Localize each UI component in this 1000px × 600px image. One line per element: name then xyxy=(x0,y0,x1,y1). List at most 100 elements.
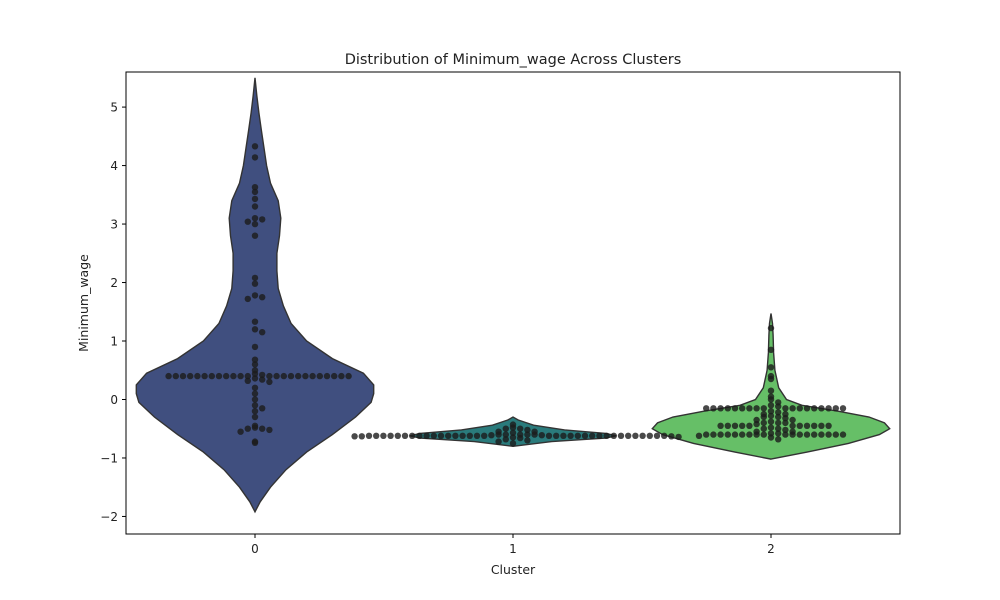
data-point xyxy=(251,215,259,222)
data-point xyxy=(473,432,481,439)
data-point xyxy=(517,434,524,442)
y-axis-ticks: −2 −1 0 1 2 3 4 5 xyxy=(100,101,126,524)
data-point xyxy=(509,429,517,436)
data-point xyxy=(767,375,775,383)
data-point xyxy=(244,218,251,225)
data-point xyxy=(675,433,682,441)
data-point xyxy=(818,431,825,438)
data-point xyxy=(201,372,208,380)
data-point xyxy=(365,432,373,439)
y-tick-label: 2 xyxy=(110,276,118,290)
data-point xyxy=(625,432,632,439)
y-tick-label: −1 xyxy=(100,451,118,465)
data-point xyxy=(251,318,259,325)
data-point xyxy=(338,372,345,380)
data-point xyxy=(251,274,259,282)
data-point xyxy=(832,431,839,438)
data-point xyxy=(287,372,295,380)
data-point xyxy=(668,433,675,440)
data-point xyxy=(251,188,259,196)
data-point xyxy=(259,425,266,432)
data-point xyxy=(187,372,194,380)
y-tick-label: 4 xyxy=(110,159,118,173)
data-point xyxy=(251,326,259,333)
data-point xyxy=(259,294,266,301)
data-point xyxy=(832,405,839,412)
data-point xyxy=(266,378,273,386)
data-point xyxy=(251,232,259,239)
data-point xyxy=(753,420,760,428)
data-point xyxy=(661,432,668,439)
data-point xyxy=(703,405,710,412)
data-point xyxy=(502,436,509,443)
data-point xyxy=(796,431,803,438)
data-point xyxy=(416,432,423,439)
data-point xyxy=(717,422,724,429)
data-point xyxy=(251,384,259,391)
data-point xyxy=(251,343,259,351)
data-point xyxy=(767,324,775,332)
data-point xyxy=(767,364,775,371)
data-point xyxy=(237,428,244,435)
data-point xyxy=(753,405,760,412)
data-point xyxy=(316,372,323,380)
data-point xyxy=(531,431,538,438)
data-point xyxy=(803,405,811,412)
data-point xyxy=(839,431,847,438)
data-point xyxy=(208,372,215,380)
data-point xyxy=(782,419,789,427)
data-point xyxy=(767,408,775,415)
data-point xyxy=(165,372,172,380)
data-point xyxy=(259,216,266,223)
data-point xyxy=(596,432,603,439)
data-point xyxy=(445,432,452,439)
data-point xyxy=(574,432,581,439)
data-point xyxy=(251,220,259,228)
data-point xyxy=(524,426,531,434)
data-point xyxy=(760,405,767,412)
data-point xyxy=(724,431,731,438)
data-point xyxy=(818,422,825,429)
data-point xyxy=(179,372,187,380)
data-point xyxy=(782,431,789,438)
data-point xyxy=(811,422,818,429)
data-point xyxy=(767,418,775,425)
data-point xyxy=(724,422,731,429)
data-point xyxy=(760,413,767,421)
data-point xyxy=(789,422,796,429)
data-point xyxy=(459,432,466,439)
data-point xyxy=(251,361,259,368)
data-point xyxy=(259,371,266,379)
data-point xyxy=(323,372,331,380)
data-point xyxy=(567,432,574,439)
data-point xyxy=(223,372,230,380)
data-point xyxy=(717,431,724,438)
data-point xyxy=(767,424,775,431)
data-point xyxy=(803,431,811,438)
data-point xyxy=(538,432,545,439)
data-point xyxy=(259,329,266,336)
data-point xyxy=(401,432,409,439)
data-point xyxy=(244,377,251,384)
data-point xyxy=(710,431,717,438)
data-point xyxy=(818,405,825,412)
data-point xyxy=(452,432,459,439)
violins-group xyxy=(135,77,891,514)
y-tick-label: 5 xyxy=(110,101,118,115)
data-point xyxy=(767,434,775,441)
data-point xyxy=(703,431,710,438)
data-point xyxy=(502,425,509,432)
data-point xyxy=(251,184,259,191)
data-point xyxy=(251,356,259,363)
data-point xyxy=(251,370,259,377)
data-point xyxy=(775,436,782,443)
data-point xyxy=(251,390,259,397)
data-point xyxy=(251,413,259,421)
data-point xyxy=(610,432,617,439)
data-point xyxy=(710,405,717,412)
data-point xyxy=(251,396,259,403)
data-point xyxy=(280,372,287,380)
data-point xyxy=(753,431,760,438)
data-point xyxy=(524,437,531,444)
